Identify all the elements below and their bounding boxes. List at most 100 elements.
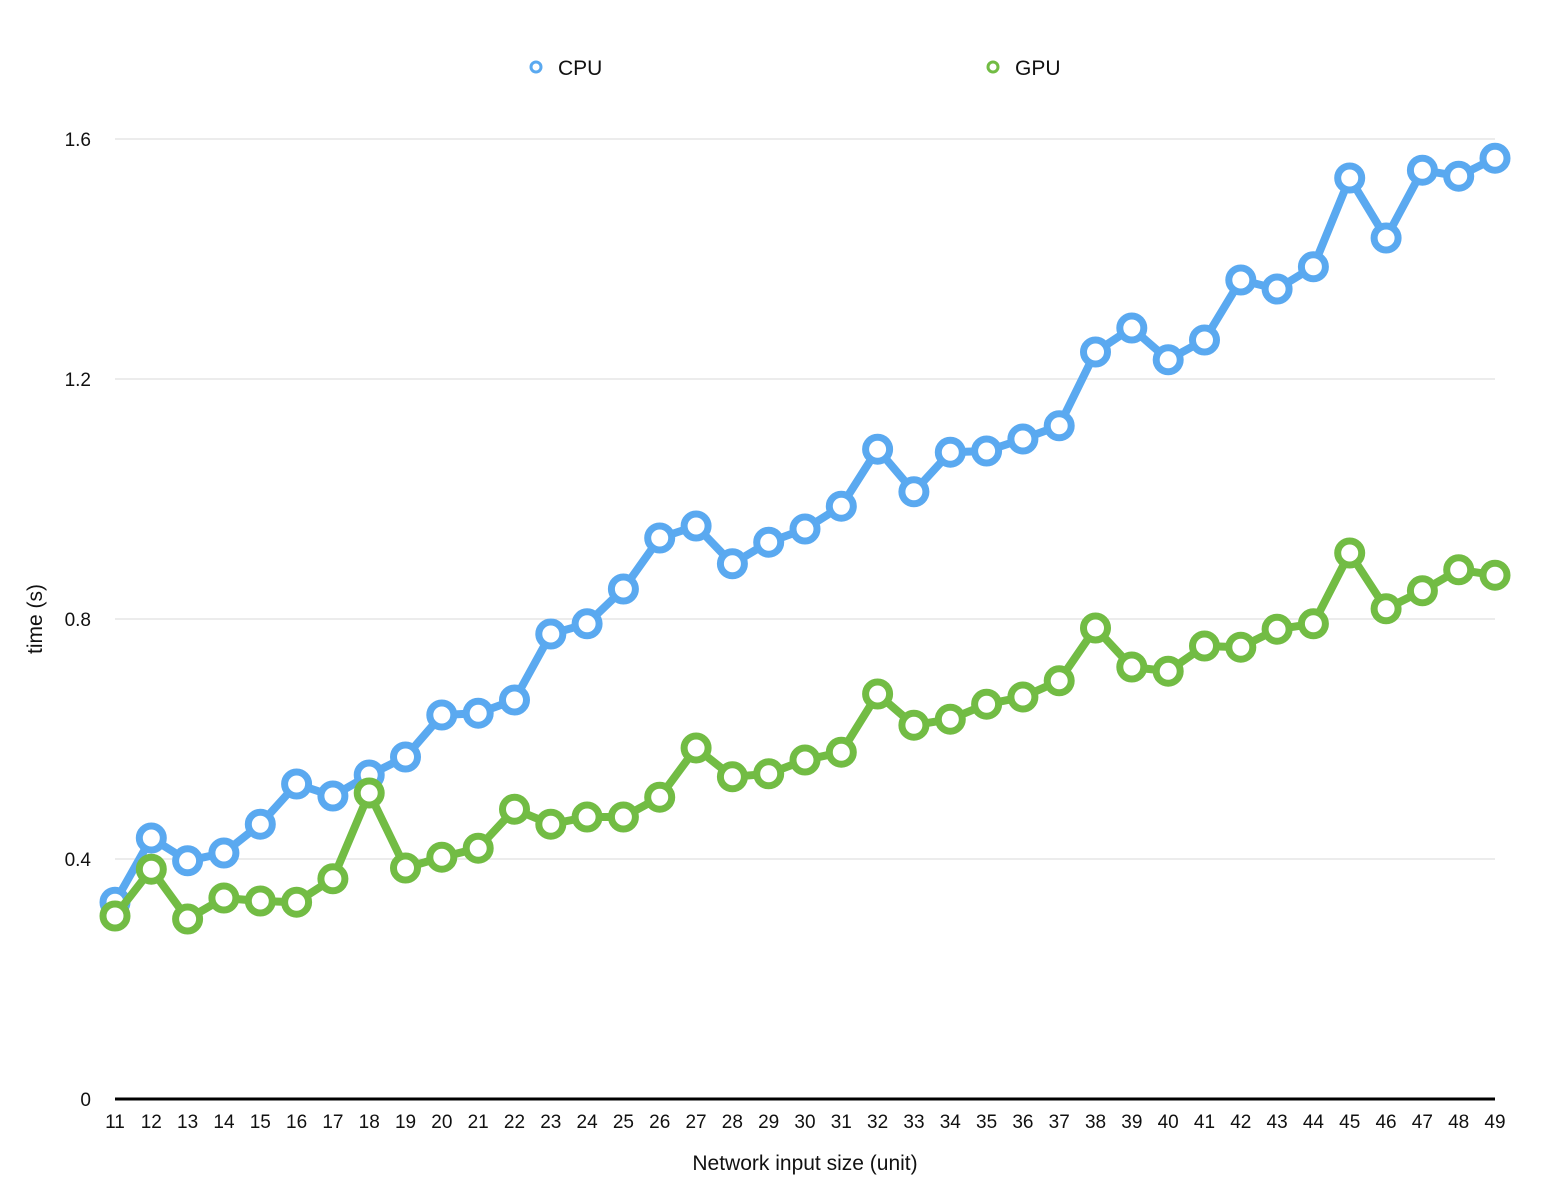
- data-point-gpu: [789, 744, 821, 776]
- y-tick-label: 0: [80, 1090, 91, 1111]
- data-point-cpu: [390, 741, 421, 773]
- data-point-gpu: [1007, 681, 1039, 713]
- data-point-gpu: [898, 709, 930, 741]
- x-tick-label: 26: [649, 1112, 670, 1133]
- x-tick-label: 47: [1412, 1112, 1433, 1133]
- x-tick-label: 11: [105, 1112, 125, 1133]
- x-tick-label: 16: [286, 1112, 307, 1133]
- data-point-gpu: [390, 852, 421, 884]
- data-point-cpu: [1116, 312, 1148, 344]
- x-tick-label: 27: [685, 1112, 706, 1133]
- x-tick-label: 30: [794, 1112, 815, 1133]
- data-point-gpu: [135, 853, 167, 885]
- data-point-cpu: [1297, 251, 1329, 283]
- data-point-gpu: [1080, 612, 1111, 644]
- legend: CPU GPU: [529, 57, 1061, 80]
- data-point-cpu: [426, 699, 458, 731]
- data-point-cpu: [462, 697, 494, 729]
- data-point-gpu: [208, 882, 240, 914]
- data-point-gpu: [934, 703, 966, 735]
- x-tick-label: 42: [1230, 1112, 1251, 1133]
- x-tick-label: 14: [213, 1112, 235, 1133]
- x-tick-label: 22: [504, 1112, 525, 1133]
- x-tick-label: 15: [250, 1112, 271, 1133]
- data-point-gpu: [1261, 613, 1293, 645]
- data-point-cpu: [934, 436, 966, 468]
- x-tick-label: 38: [1085, 1112, 1106, 1133]
- data-point-gpu: [1479, 559, 1511, 591]
- data-point-gpu: [462, 832, 494, 864]
- data-point-cpu: [1225, 264, 1257, 296]
- data-point-gpu: [499, 793, 530, 825]
- data-point-cpu: [317, 780, 349, 812]
- data-point-cpu: [1007, 423, 1039, 455]
- data-point-cpu: [680, 510, 712, 542]
- x-tick-label: 17: [322, 1112, 343, 1133]
- x-tick-label: 49: [1484, 1112, 1505, 1133]
- data-point-gpu: [1152, 655, 1184, 687]
- data-point-gpu: [680, 732, 712, 764]
- x-tick-label: 18: [359, 1112, 380, 1133]
- data-point-gpu: [244, 885, 276, 917]
- x-tick-label: 32: [867, 1112, 888, 1133]
- data-point-cpu: [862, 433, 894, 465]
- data-point-cpu: [172, 845, 204, 877]
- data-point-cpu: [1080, 336, 1111, 368]
- x-axis-tick-labels: 11 12 13 14 15 16 17 18 19 20 21 22 23 24 25 26 27 28 29 30…: [105, 1112, 1505, 1133]
- data-point-cpu: [607, 573, 639, 605]
- x-tick-label: 13: [177, 1112, 198, 1133]
- data-point-gpu: [971, 688, 1003, 720]
- data-point-cpu: [1370, 222, 1402, 254]
- data-point-cpu: [1189, 324, 1220, 356]
- x-tick-label: 31: [831, 1112, 852, 1133]
- data-point-cpu: [571, 608, 603, 640]
- data-point-gpu: [1225, 631, 1257, 663]
- data-point-cpu: [1443, 160, 1475, 192]
- data-point-cpu: [281, 768, 313, 800]
- data-point-cpu: [971, 435, 1003, 467]
- x-tick-label: 41: [1194, 1112, 1215, 1133]
- data-point-gpu: [281, 886, 313, 918]
- x-tick-label: 25: [613, 1112, 634, 1133]
- y-tick-label: 1.2: [65, 370, 91, 391]
- data-point-gpu: [1297, 608, 1329, 640]
- data-point-gpu: [571, 801, 603, 833]
- data-point-gpu: [99, 900, 131, 932]
- data-point-gpu: [1370, 593, 1402, 625]
- x-tick-label: 24: [577, 1112, 599, 1133]
- data-point-cpu: [1261, 273, 1293, 305]
- legend-label-gpu: GPU: [1015, 57, 1061, 80]
- x-tick-label: 46: [1375, 1112, 1396, 1133]
- data-point-cpu: [644, 522, 676, 554]
- data-point-cpu: [716, 548, 748, 580]
- data-point-gpu: [353, 777, 385, 809]
- data-point-gpu: [1043, 665, 1075, 697]
- legend-item-cpu: CPU: [529, 57, 602, 80]
- grid: [115, 138, 1495, 860]
- series-layer: [99, 142, 1511, 935]
- data-point-cpu: [135, 822, 167, 854]
- data-point-gpu: [1334, 537, 1366, 569]
- data-point-cpu: [1479, 142, 1511, 174]
- x-tick-label: 20: [431, 1112, 452, 1133]
- series-line-gpu: [111, 549, 1499, 923]
- data-point-gpu: [317, 863, 349, 895]
- data-point-cpu: [1334, 162, 1366, 194]
- data-point-gpu: [426, 841, 458, 873]
- x-tick-label: 29: [758, 1112, 779, 1133]
- legend-marker-cpu: [529, 60, 543, 74]
- data-point-cpu: [825, 490, 857, 522]
- data-point-gpu: [1189, 630, 1220, 662]
- data-point-cpu: [535, 618, 567, 650]
- y-axis-title: time (s): [24, 584, 47, 654]
- data-point-gpu: [716, 761, 748, 793]
- x-tick-label: 39: [1121, 1112, 1142, 1133]
- data-point-gpu: [644, 781, 676, 813]
- x-tick-label: 19: [395, 1112, 416, 1133]
- y-axis-tick-labels: 0 0.4 0.8 1.2 1.6: [65, 130, 92, 1111]
- y-tick-label: 0.4: [65, 850, 92, 871]
- data-point-cpu: [1406, 154, 1438, 186]
- x-tick-label: 23: [540, 1112, 561, 1133]
- legend-label-cpu: CPU: [558, 57, 602, 80]
